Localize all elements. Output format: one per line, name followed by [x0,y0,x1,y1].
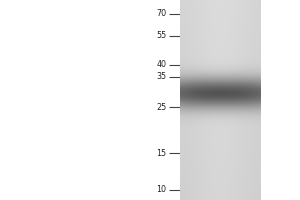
Text: 25: 25 [156,103,167,112]
Text: 10: 10 [157,186,166,194]
Text: 15: 15 [156,149,167,158]
Text: KDa: KDa [150,0,167,2]
Text: 55: 55 [156,31,167,40]
Text: 70: 70 [156,9,167,19]
Text: 35: 35 [156,72,167,81]
Text: 40: 40 [157,60,166,69]
